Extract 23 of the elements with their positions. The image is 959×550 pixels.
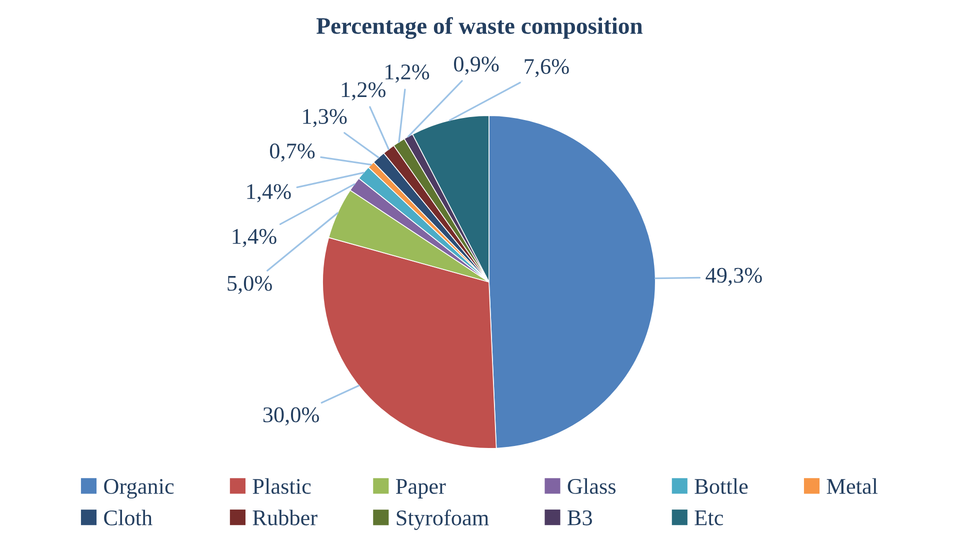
legend-label: Organic — [104, 479, 174, 499]
data-label: 30,0% — [263, 407, 319, 426]
legend-label: Bottle — [694, 478, 748, 494]
legend-label: Glass — [568, 478, 616, 494]
legend-label: Plastic — [252, 478, 311, 494]
legend-label: Styrofoam — [396, 510, 489, 530]
data-label: 1,3% — [303, 108, 347, 128]
chart-title: Percentage of waste composition — [316, 17, 643, 39]
data-label: 1,4% — [247, 184, 291, 202]
data-label: 1,2% — [386, 64, 430, 83]
data-label: 49,3% — [706, 268, 762, 286]
legend-label: Etc — [694, 510, 724, 526]
legend-label: Cloth — [104, 510, 152, 526]
legend-label: B3 — [568, 510, 592, 526]
data-label: 1,2% — [342, 82, 386, 100]
legend-label: Metal — [826, 478, 878, 494]
legend-label: Paper — [396, 479, 446, 498]
data-label: 1,4% — [232, 228, 276, 248]
data-label: 5,0% — [228, 276, 272, 294]
data-label: 0,9% — [454, 56, 499, 75]
data-label: 7,6% — [524, 58, 569, 78]
legend-label: Rubber — [252, 510, 318, 526]
data-label: 0,7% — [270, 143, 315, 162]
